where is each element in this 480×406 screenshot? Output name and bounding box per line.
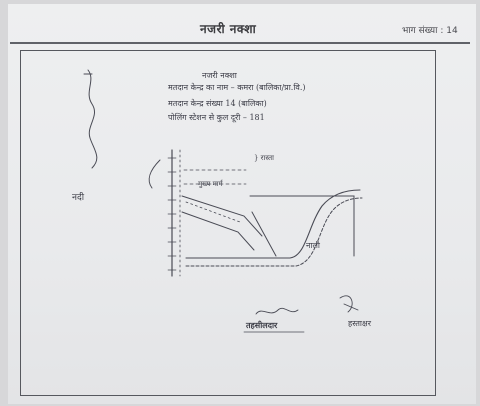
- note-center-name: मतदान केन्द्र का नाम – कमरा (बालिका/प्रा…: [168, 83, 306, 92]
- page-header: नजरी नक्शा भाग संख्या : 14: [10, 16, 470, 44]
- page-number: भाग संख्या : 14: [402, 26, 458, 36]
- drain-label: नाली: [306, 241, 321, 250]
- note-title: नजरी नक्शा: [202, 71, 237, 80]
- road-ticks: [167, 157, 177, 271]
- curve-arrow: [148, 159, 161, 189]
- signature-scribble: [255, 307, 299, 315]
- signature-name: तहसीलदार: [246, 320, 278, 330]
- note-center-number: मतदान केन्द्र संख्या 14 (बालिका): [168, 99, 267, 108]
- diagonal-road-top: [181, 195, 263, 237]
- building-outline: [249, 195, 355, 257]
- u-path-outer: [185, 189, 361, 259]
- slant-line: [251, 211, 277, 257]
- path-label: } रास्ता: [254, 154, 274, 162]
- scanned-page: [8, 4, 476, 404]
- page-title: नजरी नक्शा: [200, 22, 257, 36]
- u-path-inner: [185, 197, 363, 267]
- map-frame: [20, 50, 436, 396]
- signature-right: हस्ताक्षर: [348, 319, 371, 328]
- scribble-right: [339, 295, 359, 313]
- note-distance: पोलिंग स्टेशन से कुल दूरी – 181: [168, 113, 265, 122]
- river-label: नदी: [72, 193, 85, 203]
- river-line: [87, 69, 98, 169]
- diagonal-road-bottom: [181, 211, 255, 251]
